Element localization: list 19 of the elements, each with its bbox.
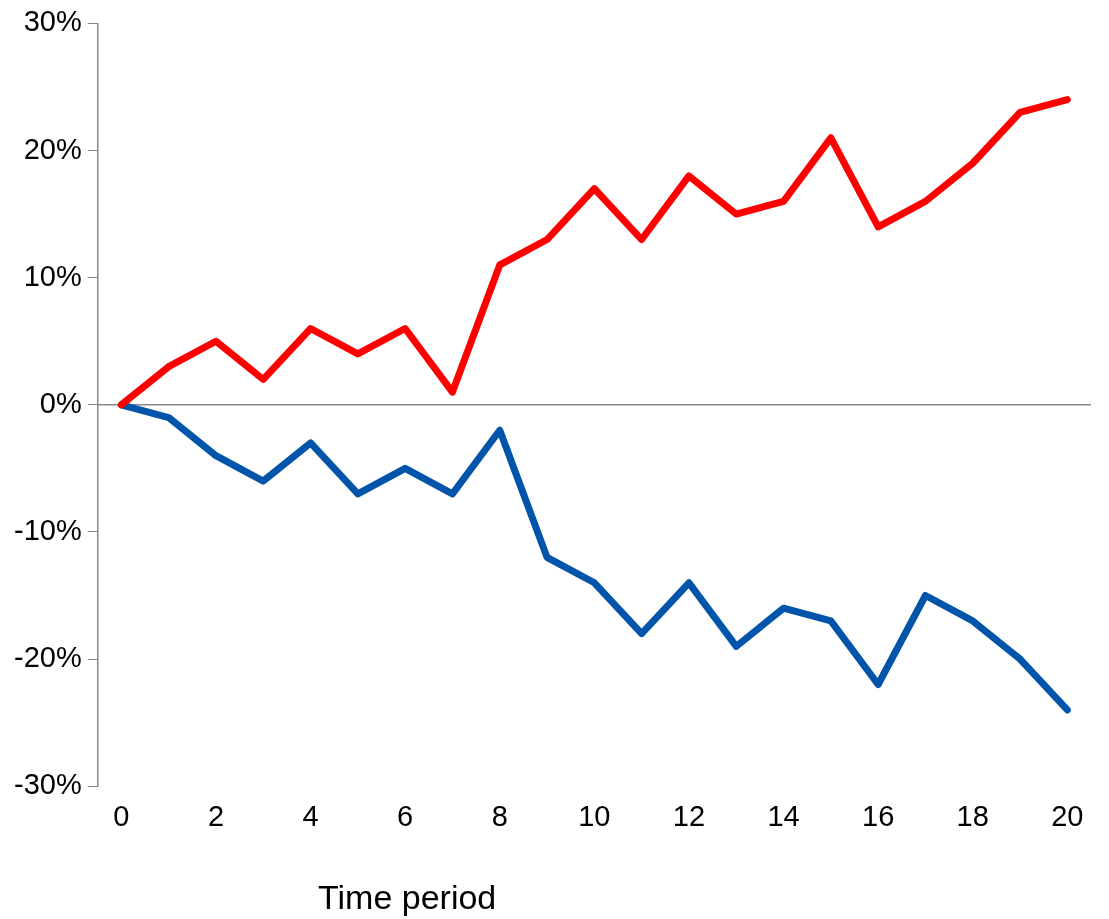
- x-tick-label: 14: [767, 799, 800, 832]
- x-axis-title: Time period: [318, 878, 497, 917]
- x-tick-label: 18: [956, 799, 989, 832]
- x-tick-label: 10: [578, 799, 611, 832]
- y-tick-label: 30%: [23, 5, 82, 38]
- y-tick-label: 0%: [39, 386, 82, 419]
- x-tick-label: 12: [672, 799, 706, 832]
- x-tick-label: 4: [302, 799, 319, 832]
- x-tick-label: 2: [207, 799, 225, 832]
- y-tick-label: -10%: [14, 513, 82, 546]
- y-tick-label: 20%: [23, 132, 82, 165]
- x-tick-label: 20: [1051, 799, 1084, 832]
- x-tick-label: 8: [491, 799, 508, 832]
- x-tick-label: 0: [113, 799, 130, 832]
- x-tick-label: 16: [862, 799, 895, 832]
- y-tick-label: 10%: [23, 259, 82, 292]
- y-tick-label: -30%: [14, 768, 82, 801]
- x-tick-label: 6: [397, 799, 414, 832]
- y-tick-label: -20%: [14, 641, 82, 674]
